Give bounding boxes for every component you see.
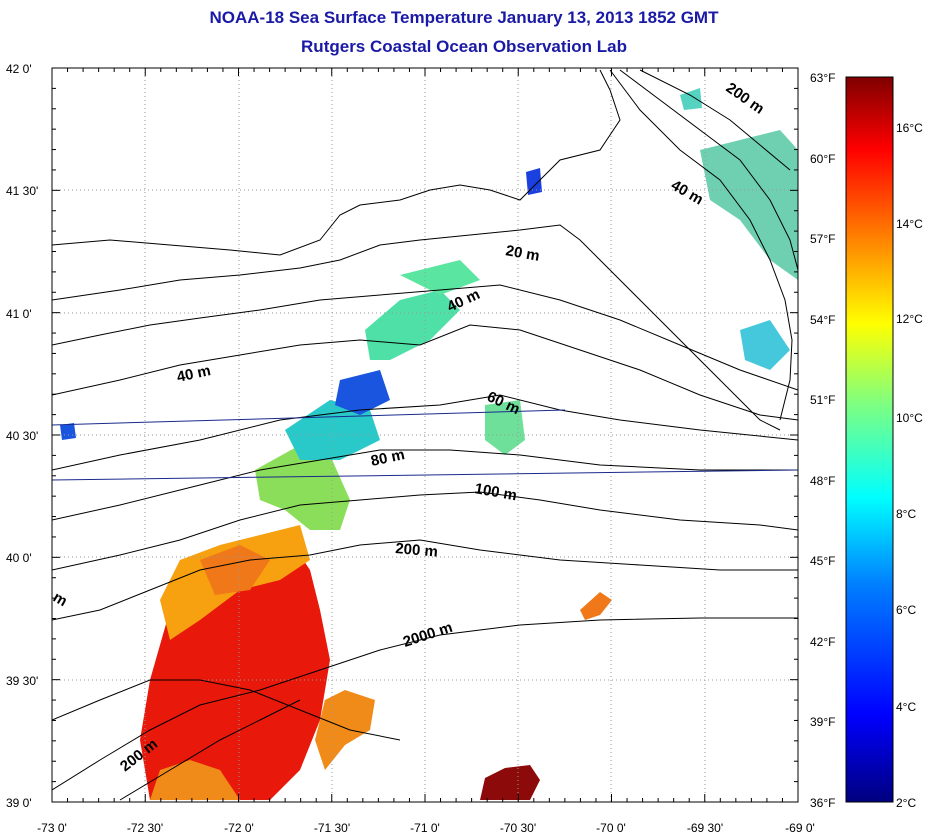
lat-tick-label: 40 0' — [6, 551, 32, 565]
lon-tick-label: -72 0' — [224, 821, 254, 835]
colorbar-f-label: 42°F — [810, 635, 835, 649]
warm-offshore-patch — [480, 765, 540, 800]
colorbar-f-label: 57°F — [810, 232, 835, 246]
contour-deep — [52, 679, 401, 741]
colorbar-c-label: 10°C — [896, 411, 923, 425]
colorbar-f-label: 51°F — [810, 393, 835, 407]
contour-east-shelf — [609, 69, 793, 421]
colorbar-c-label: 12°C — [896, 312, 923, 326]
blue-water-patch — [60, 423, 76, 440]
coastline — [52, 69, 621, 256]
orange-offshore-patch — [315, 690, 375, 770]
blue-water-patch — [526, 168, 542, 195]
lat-tick-label: 41 30' — [6, 184, 38, 198]
depth-label: 200 m — [723, 79, 768, 117]
colorbar-c-labels: 16°C 14°C 12°C 10°C 8°C 6°C 4°C 2°C — [896, 121, 923, 810]
lat-tick-label: 42 0' — [6, 62, 32, 76]
lat-tick-label: 41 0' — [6, 307, 32, 321]
colorbar-c-label: 14°C — [896, 217, 923, 231]
contour-east-shelf — [639, 69, 791, 171]
lat-tick-label: 39 0' — [6, 796, 32, 810]
orange-offshore-patch — [580, 592, 612, 620]
contour-40m — [52, 324, 798, 421]
latitude-axis: 42 0' 41 30' 41 0' 40 30' 40 0' 39 30' 3… — [6, 62, 38, 810]
colorbar-c-label: 16°C — [896, 121, 923, 135]
teal-east-patch — [700, 130, 798, 280]
colorbar-c-label: 8°C — [896, 507, 916, 521]
teal-water-patch — [400, 260, 480, 295]
lon-tick-label: -70 30' — [500, 821, 536, 835]
lon-tick-label: -72 30' — [127, 821, 163, 835]
depth-label: 200 m — [395, 540, 439, 561]
lon-tick-label: -71 0' — [410, 821, 440, 835]
colorbar-f-label: 45°F — [810, 554, 835, 568]
lon-tick-label: -73 0' — [37, 821, 67, 835]
contour-60m — [52, 394, 798, 471]
contour-2000m — [52, 617, 798, 791]
green-water-patch — [255, 445, 350, 530]
lon-tick-label: -69 0' — [785, 821, 815, 835]
contour-100m — [52, 491, 798, 571]
map-title: NOAA-18 Sea Surface Temperature January … — [209, 8, 719, 27]
colorbar-f-label: 48°F — [810, 474, 835, 488]
blue-water-patch — [335, 370, 390, 415]
lat-tick-label: 39 30' — [6, 674, 38, 688]
depth-label: 40 m — [175, 362, 212, 386]
depth-label: 2000 m — [401, 619, 455, 651]
contour-east-shelf — [619, 69, 798, 271]
depth-label: m — [50, 589, 70, 610]
colorbar-f-label: 63°F — [810, 71, 835, 85]
colorbar-f-label: 39°F — [810, 715, 835, 729]
transect-lines — [51, 409, 799, 481]
lon-tick-label: -71 30' — [314, 821, 350, 835]
sst-data-layer — [60, 88, 798, 800]
transect-line — [51, 469, 799, 481]
lon-tick-label: -70 0' — [596, 821, 626, 835]
colorbar — [845, 76, 894, 803]
tick-marks — [51, 67, 799, 803]
depth-label: 100 m — [473, 480, 518, 504]
lon-tick-label: -69 30' — [687, 821, 723, 835]
colorbar-f-labels: 63°F 60°F 57°F 54°F 51°F 48°F 45°F 42°F … — [810, 71, 835, 810]
map-subtitle: Rutgers Coastal Ocean Observation Lab — [301, 37, 627, 56]
lat-tick-label: 40 30' — [6, 429, 38, 443]
contour-deep — [119, 699, 301, 801]
contour-20m — [52, 284, 798, 391]
transect-line — [51, 409, 566, 426]
colorbar-c-label: 4°C — [896, 700, 916, 714]
teal-east-patch — [680, 88, 702, 110]
contour-200m — [52, 539, 798, 621]
depth-label: 80 m — [369, 446, 406, 470]
depth-label: 40 m — [668, 177, 706, 209]
orange-water-patch — [150, 760, 240, 800]
colorbar-c-label: 6°C — [896, 603, 916, 617]
colorbar-c-label: 2°C — [896, 796, 916, 810]
colorbar-f-label: 36°F — [810, 796, 835, 810]
teal-east-patch — [740, 320, 790, 370]
longitude-axis: -73 0' -72 30' -72 0' -71 30' -71 0' -70… — [37, 821, 815, 835]
contour-layer — [52, 69, 798, 801]
depth-label: 20 m — [504, 242, 541, 265]
cyan-water-patch — [285, 400, 380, 460]
contour-80m — [52, 449, 798, 521]
coastline — [52, 224, 781, 431]
teal-water-patch — [485, 400, 525, 455]
colorbar-f-label: 60°F — [810, 152, 835, 166]
colorbar-f-label: 54°F — [810, 313, 835, 327]
